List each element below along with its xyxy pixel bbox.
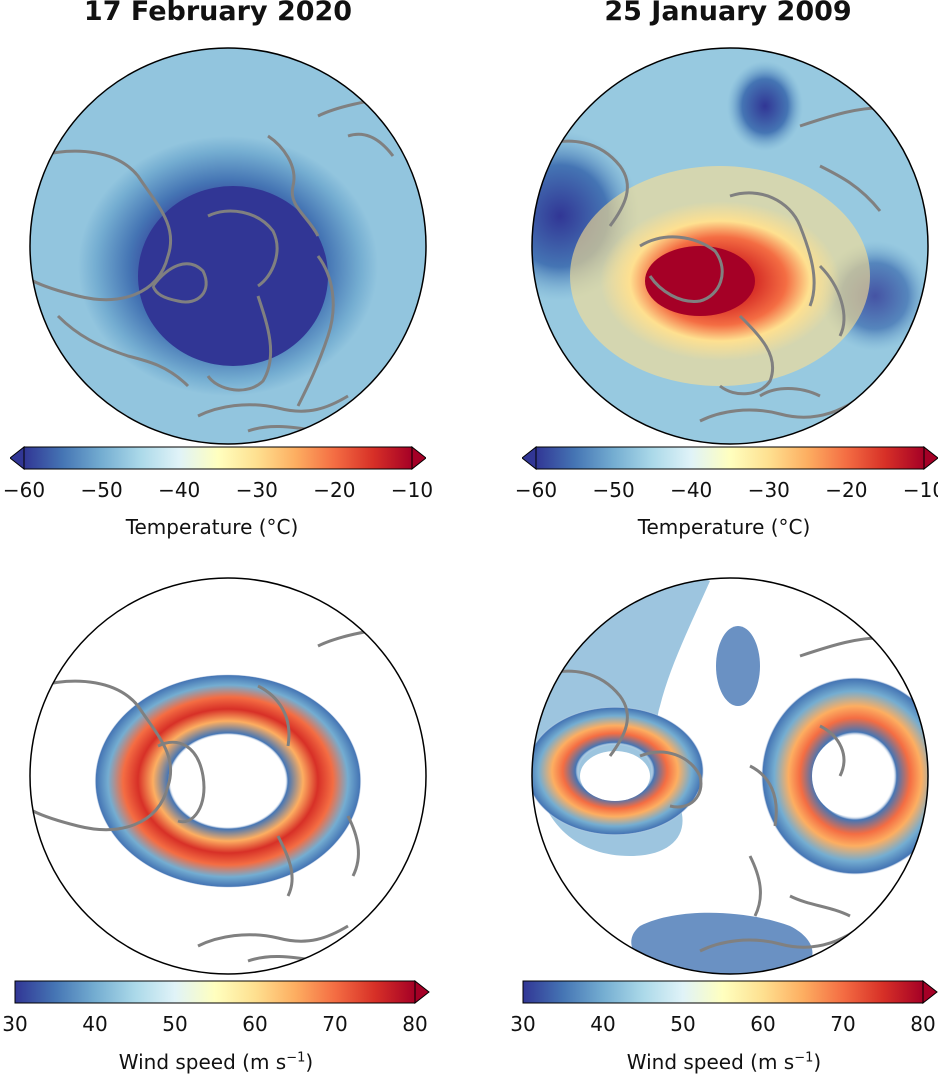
tick-label: 30 xyxy=(2,1012,28,1036)
wind-label-left: Wind speed (m s−1) xyxy=(118,1050,314,1074)
wind-map-left xyxy=(29,577,427,975)
wind-colorbar-right xyxy=(522,980,938,1004)
tick-label: −20 xyxy=(313,478,356,502)
temperature-map-left xyxy=(29,47,427,445)
tick-label: 80 xyxy=(402,1012,428,1036)
tick-label: 80 xyxy=(910,1012,936,1036)
tick-label: 70 xyxy=(322,1012,348,1036)
wind-colorbar-left xyxy=(14,980,430,1004)
tick-label: −40 xyxy=(158,478,201,502)
tick-label: −10 xyxy=(902,478,938,502)
column-title-left: 17 February 2020 xyxy=(83,0,353,27)
tick-label: −60 xyxy=(514,478,558,502)
temperature-label-right: Temperature (°C) xyxy=(637,515,811,539)
tick-label: −50 xyxy=(592,478,635,502)
temperature-label-left: Temperature (°C) xyxy=(125,515,299,539)
tick-label: −30 xyxy=(747,478,790,502)
tick-label: 60 xyxy=(242,1012,268,1036)
tick-label: −20 xyxy=(825,478,868,502)
tick-label: −10 xyxy=(390,478,434,502)
tick-label: 40 xyxy=(590,1012,616,1036)
temperature-colorbar-left xyxy=(10,446,426,470)
tick-label: −50 xyxy=(80,478,123,502)
tick-label: 70 xyxy=(830,1012,856,1036)
tick-label: 40 xyxy=(82,1012,108,1036)
tick-label: 50 xyxy=(162,1012,188,1036)
wind-map-right xyxy=(531,577,929,975)
tick-label: 50 xyxy=(670,1012,696,1036)
tick-label: −40 xyxy=(670,478,713,502)
tick-label: −30 xyxy=(235,478,278,502)
temperature-ticks-right: −60 −50 −40 −30 −20 −10 xyxy=(515,478,938,504)
wind-ticks-left: 30 40 50 60 70 80 xyxy=(2,1012,427,1038)
tick-label: 30 xyxy=(510,1012,536,1036)
temperature-colorbar-right xyxy=(522,446,938,470)
temperature-map-right xyxy=(531,47,929,445)
tick-label: 60 xyxy=(750,1012,776,1036)
column-title-right: 25 January 2009 xyxy=(604,0,852,27)
temperature-ticks-left: −60 −50 −40 −30 −20 −10 xyxy=(3,478,433,504)
wind-ticks-right: 30 40 50 60 70 80 xyxy=(510,1012,935,1038)
wind-label-right: Wind speed (m s−1) xyxy=(626,1050,822,1074)
tick-label: −60 xyxy=(2,478,46,502)
